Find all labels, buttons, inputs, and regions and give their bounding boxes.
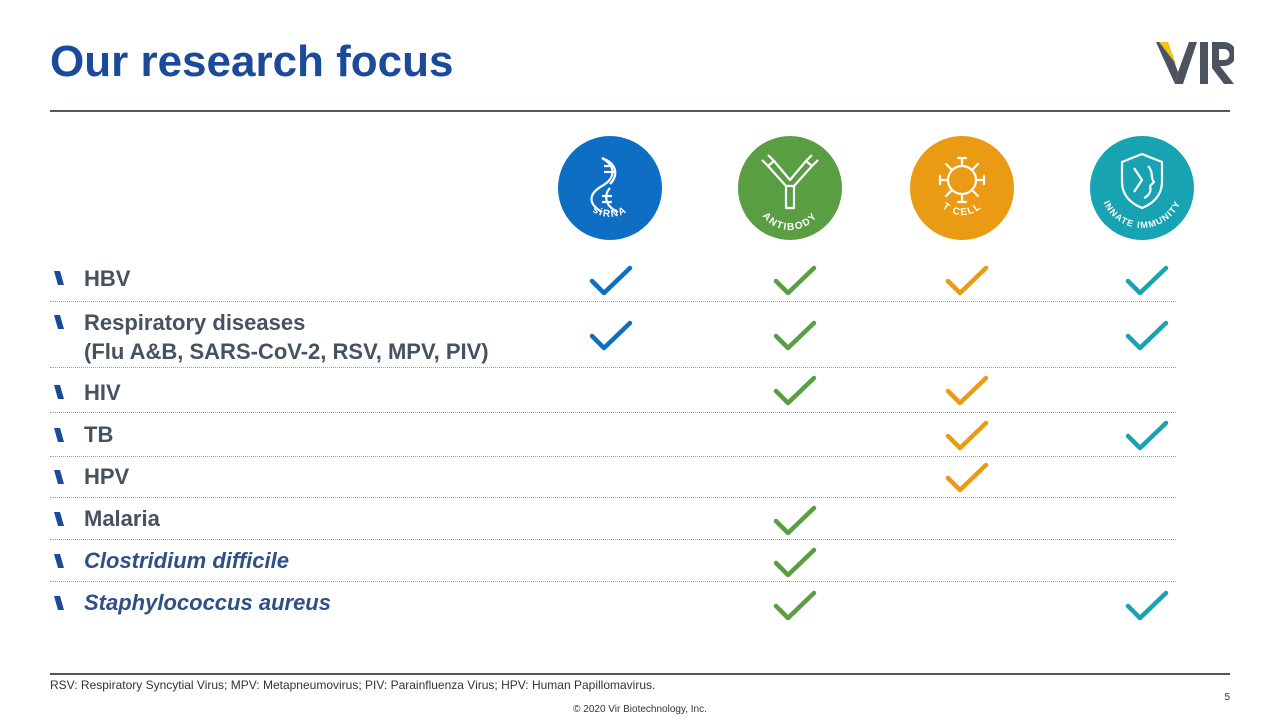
bullet-icon bbox=[54, 512, 64, 526]
row-divider bbox=[50, 412, 1176, 413]
check-antibody-icon bbox=[773, 375, 817, 406]
bullet-icon bbox=[54, 385, 64, 399]
row-label-clostridium: Clostridium difficile bbox=[84, 548, 289, 573]
t-cell-label: T CELL bbox=[940, 201, 982, 218]
bullet-icon bbox=[54, 315, 64, 329]
check-antibody-icon bbox=[773, 547, 817, 578]
row-label-tb: TB bbox=[84, 422, 114, 447]
row-divider bbox=[50, 301, 1176, 302]
check-innate-icon bbox=[1125, 265, 1169, 296]
row-divider bbox=[50, 497, 1176, 498]
page-title: Our research focus bbox=[50, 37, 454, 86]
check-antibody-icon bbox=[773, 590, 817, 621]
row-label-respiratory: Respiratory diseases bbox=[84, 310, 306, 335]
check-sirna-icon bbox=[589, 265, 633, 296]
row-label-malaria: Malaria bbox=[84, 506, 160, 531]
vir-logo bbox=[1156, 42, 1236, 84]
title-divider bbox=[50, 110, 1230, 112]
check-antibody-icon bbox=[773, 320, 817, 351]
bullet-icon bbox=[54, 554, 64, 568]
svg-text:T CELL: T CELL bbox=[940, 201, 984, 218]
bullet-icon bbox=[54, 596, 64, 610]
page-number: 5 bbox=[1224, 692, 1230, 703]
row-label-hpv: HPV bbox=[84, 464, 130, 489]
check-antibody-icon bbox=[773, 505, 817, 536]
bullet-icon bbox=[54, 470, 64, 484]
svg-text:siRNA: siRNA bbox=[591, 205, 629, 221]
row-divider bbox=[50, 367, 1176, 368]
check-innate-icon bbox=[1125, 590, 1169, 621]
t-cell-modality-icon: T CELL bbox=[910, 136, 1014, 240]
sirna-label: siRNA bbox=[591, 205, 628, 221]
check-innate-icon bbox=[1125, 320, 1169, 351]
antibody-modality-icon: ANTIBODY bbox=[738, 136, 842, 240]
row-divider bbox=[50, 456, 1176, 457]
row-label-staphylococcus: Staphylococcus aureus bbox=[84, 590, 331, 615]
check-tcell-icon bbox=[945, 420, 989, 451]
footer-divider bbox=[50, 673, 1230, 675]
sirna-modality-icon: siRNA bbox=[558, 136, 662, 240]
copyright: © 2020 Vir Biotechnology, Inc. bbox=[573, 704, 707, 715]
row-label-hbv: HBV bbox=[84, 266, 131, 291]
row-label-hiv: HIV bbox=[84, 380, 121, 405]
bullet-icon bbox=[54, 271, 64, 285]
row-divider bbox=[50, 539, 1176, 540]
check-tcell-icon bbox=[945, 375, 989, 406]
footnote: RSV: Respiratory Syncytial Virus; MPV: M… bbox=[50, 678, 656, 692]
check-tcell-icon bbox=[945, 462, 989, 493]
innate-immunity-modality-icon: INNATE IMMUNITY bbox=[1090, 136, 1194, 240]
check-tcell-icon bbox=[945, 265, 989, 296]
check-antibody-icon bbox=[773, 265, 817, 296]
check-sirna-icon bbox=[589, 320, 633, 351]
check-innate-icon bbox=[1125, 420, 1169, 451]
row-label-respiratory-detail: (Flu A&B, SARS-CoV-2, RSV, MPV, PIV) bbox=[84, 339, 489, 364]
bullet-icon bbox=[54, 428, 64, 442]
row-divider bbox=[50, 581, 1176, 582]
